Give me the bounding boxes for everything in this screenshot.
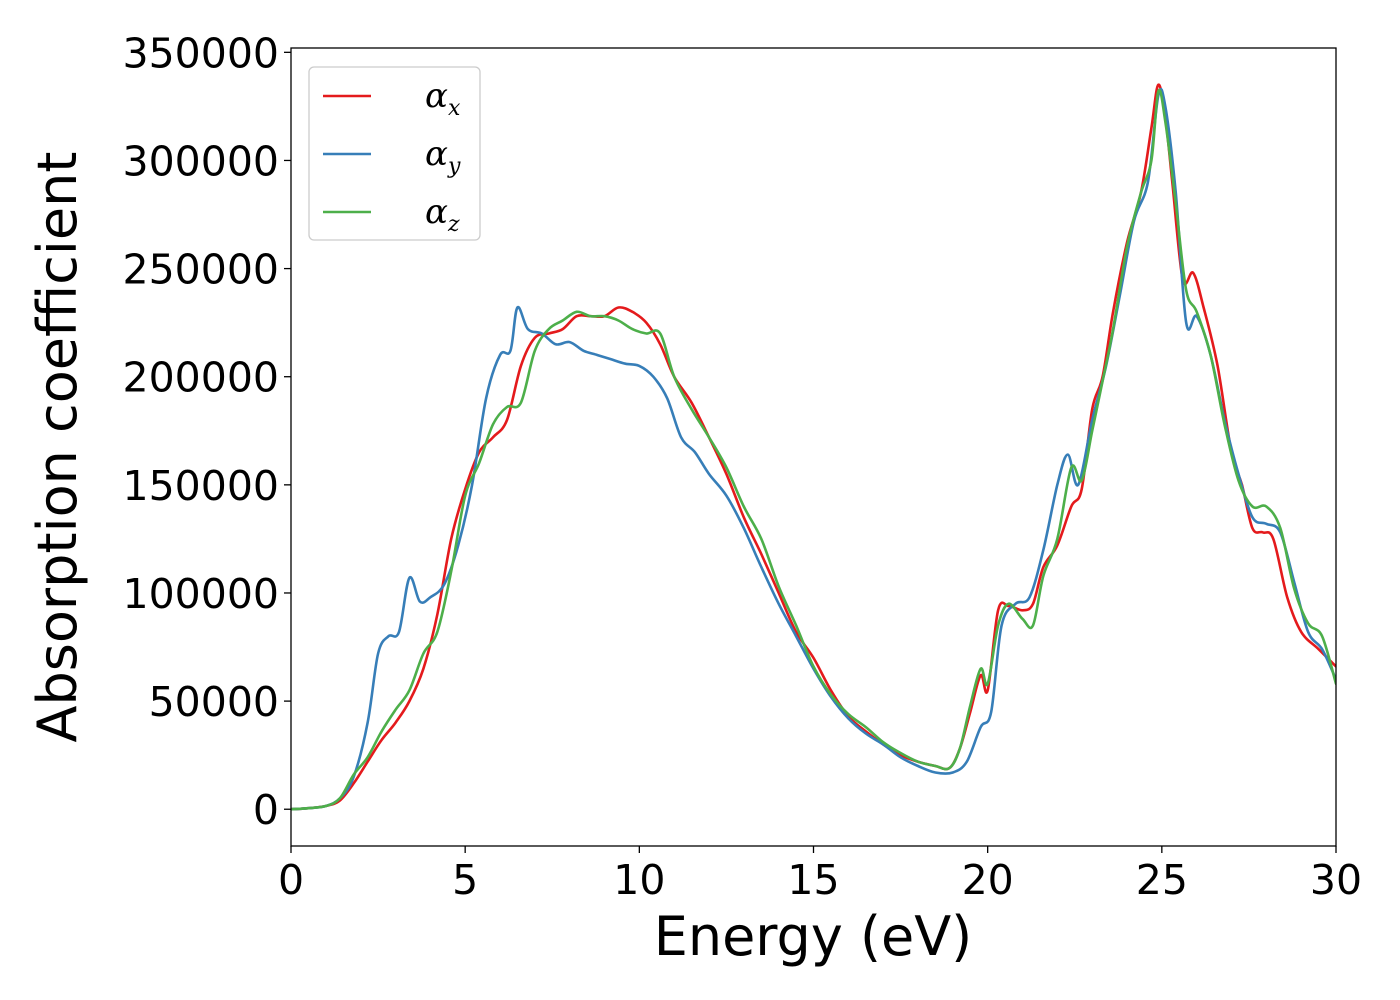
x-tick-label: 0	[278, 856, 304, 904]
y-tick-label: 50000	[149, 678, 279, 726]
y-tick-label: 0	[253, 786, 279, 834]
y-tick-label: 150000	[122, 462, 279, 510]
x-tick-label: 5	[452, 856, 478, 904]
series-layer	[291, 83, 1336, 811]
x-tick-label: 15	[787, 856, 839, 904]
y-tick-label: 100000	[122, 570, 279, 618]
x-tick-label: 10	[613, 856, 665, 904]
x-tick-label: 25	[1136, 856, 1188, 904]
x-axis-title: Energy (eV)	[654, 905, 973, 968]
ticks-layer: 0 5 10 15 20 25 30 0 50000 100000 150000 200000 2500…	[122, 29, 1362, 904]
y-tick-label: 250000	[122, 246, 279, 294]
y-tick-label: 300000	[122, 137, 279, 185]
x-tick-label: 30	[1310, 856, 1362, 904]
x-tick-label: 20	[962, 856, 1014, 904]
y-axis-title: Absorption coefficient	[26, 152, 89, 743]
series-line-z	[291, 88, 1336, 811]
legend-box	[308, 66, 481, 241]
y-tick-label: 200000	[122, 354, 279, 402]
y-tick-label: 350000	[122, 29, 279, 77]
